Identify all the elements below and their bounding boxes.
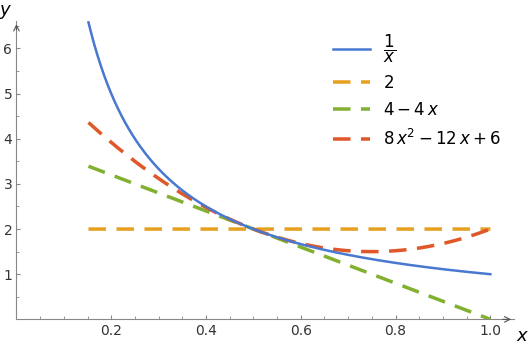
Text: y: y	[0, 1, 10, 19]
Legend: $\dfrac{1}{x}$, $2$, $4-4\,x$, $8\,x^2-12\,x+6$: $\dfrac{1}{x}$, $2$, $4-4\,x$, $8\,x^2-1…	[333, 33, 501, 148]
Text: x: x	[516, 327, 527, 345]
